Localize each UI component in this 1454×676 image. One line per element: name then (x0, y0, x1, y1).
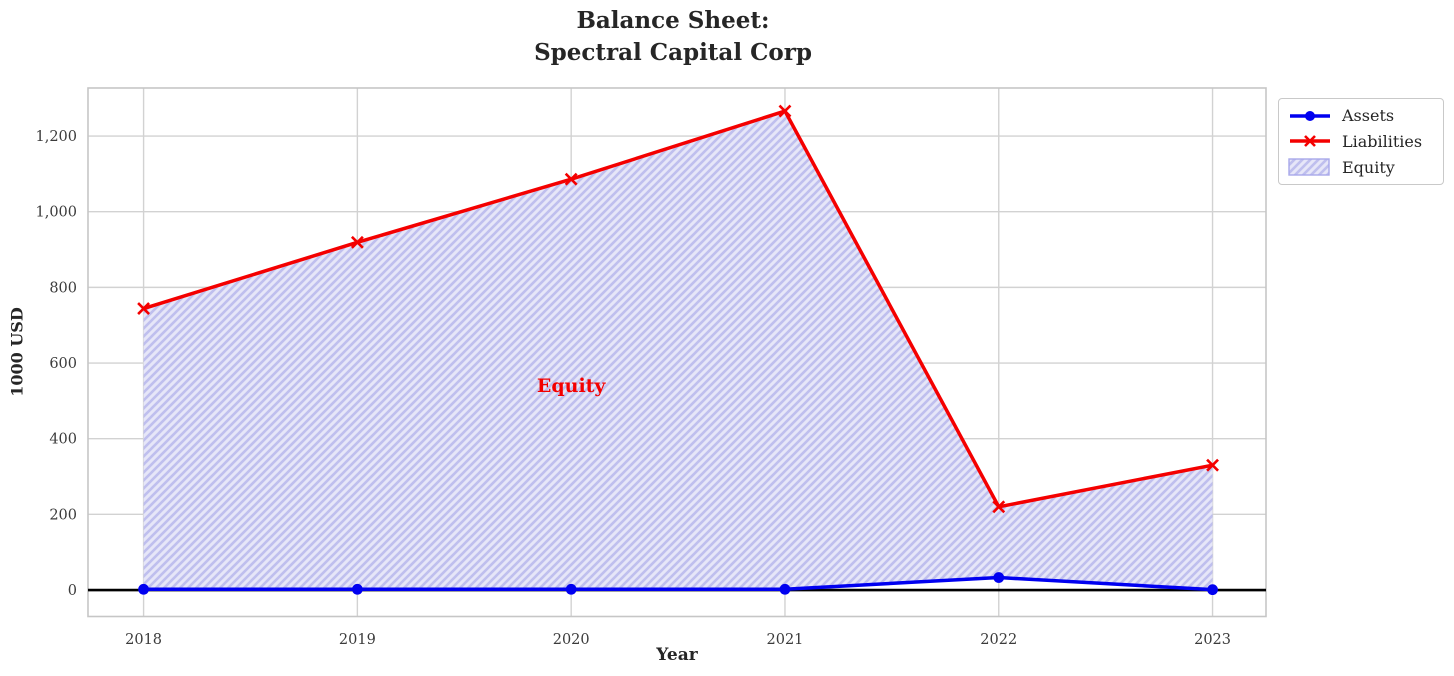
y-tick-label: 400 (49, 432, 77, 448)
legend: Assets Liabilities Equity (1278, 98, 1444, 185)
legend-label-liabilities: Liabilities (1342, 131, 1423, 151)
x-tick-label: 2020 (553, 632, 590, 648)
y-tick-label: 1,000 (35, 205, 77, 221)
equity-annotation: Equity (537, 375, 607, 397)
chart-title-line2: Spectral Capital Corp (534, 39, 812, 66)
y-axis-label: 1000 USD (7, 307, 27, 397)
assets-line (143, 575, 1213, 592)
legend-sample-assets-marker (1305, 110, 1315, 121)
y-tick-label: 200 (49, 507, 77, 523)
assets-marker (565, 583, 577, 595)
assets-marker (1207, 584, 1218, 596)
legend-label-assets: Assets (1342, 106, 1395, 126)
assets-marker (351, 583, 363, 595)
legend-item-liabilities: Liabilities (1288, 132, 1434, 151)
x-tick-label: 2023 (1194, 632, 1231, 648)
legend-item-assets: Assets (1288, 106, 1434, 125)
legend-sample-liabilities (1290, 135, 1330, 148)
y-tick-label: 800 (49, 280, 77, 296)
legend-label-equity: Equity (1342, 157, 1395, 177)
liabilities-marker (778, 104, 792, 118)
assets-marker (779, 583, 791, 595)
x-tick-label: 2022 (980, 632, 1017, 648)
x-tick-label: 2021 (767, 632, 804, 648)
legend-sample-equity-border (1288, 158, 1330, 176)
y-tick-label: 600 (49, 356, 77, 372)
legend-item-equity: Equity (1288, 158, 1434, 177)
chart-title: Balance Sheet: Spectral Capital Corp (0, 5, 1346, 69)
legend-sample-equity (1288, 158, 1330, 176)
liabilities-marker (137, 302, 151, 315)
legend-sample-assets (1290, 110, 1330, 121)
y-tick-label: 0 (68, 583, 77, 599)
legend-sample-liabilities-marker (1304, 135, 1316, 148)
plot-border (87, 87, 1267, 618)
x-axis-label: Year (656, 645, 698, 665)
liabilities-marker (1206, 458, 1219, 472)
liabilities-line (143, 109, 1213, 509)
chart-title-line1: Balance Sheet: (576, 7, 770, 34)
legend-sample-equity-hatch (1289, 159, 1329, 176)
y-tick-label: 1,200 (35, 129, 77, 145)
assets-marker (138, 583, 149, 595)
equity-area-hatch (143, 111, 1213, 590)
x-tick-label: 2018 (125, 632, 162, 648)
liabilities-marker (564, 172, 578, 186)
liabilities-marker (992, 500, 1006, 514)
liabilities-marker (350, 235, 364, 249)
assets-marker (993, 572, 1005, 583)
x-tick-label: 2019 (339, 632, 376, 648)
